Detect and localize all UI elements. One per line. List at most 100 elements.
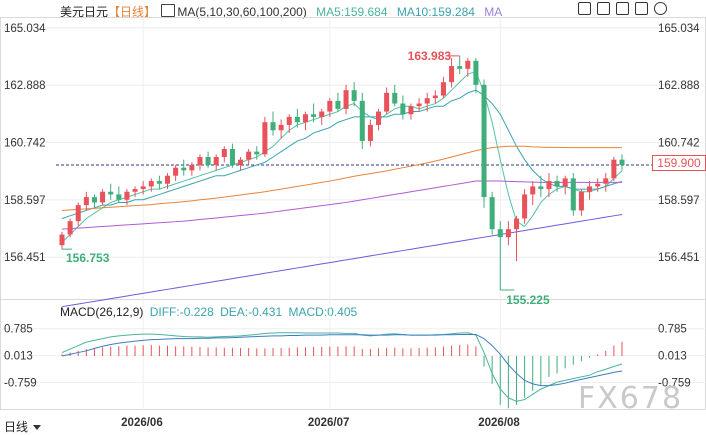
chart-header: 美元日元【日线】 MA(5,10,30,60,100,200) MA5:159.… — [60, 3, 502, 20]
candle-body — [221, 148, 227, 157]
candle-body — [67, 221, 73, 235]
y-tick-label-right: 162.888 — [658, 80, 700, 92]
candle-body — [189, 165, 195, 171]
axes: 165.034 165.034 162.888 162.888 160.742 160.7… — [4, 23, 700, 429]
ma-params-label[interactable]: MA(5,10,30,60,100,200) — [177, 5, 307, 19]
macd-dea-value: DEA:-0.431 — [220, 305, 283, 319]
macd-params-label[interactable]: MACD(26,12,9) — [60, 305, 144, 319]
candle-body — [335, 100, 341, 109]
candle-body — [530, 186, 536, 195]
annotations: 163.983 155.225 156.753 — [62, 49, 550, 307]
candle-body — [108, 191, 114, 195]
candle-body — [513, 218, 520, 230]
y-tick-label-right: 156.451 — [658, 252, 700, 264]
candle-body — [465, 60, 471, 69]
candle-body — [449, 66, 455, 83]
candle-body — [262, 122, 268, 155]
candle-body — [481, 84, 487, 198]
candle-body — [367, 124, 373, 141]
ma100-line — [61, 213, 623, 308]
y-tick-label-left: 162.888 — [4, 80, 46, 92]
candle-body — [587, 186, 593, 192]
minus-icon[interactable] — [616, 2, 629, 15]
candle-body — [424, 98, 430, 104]
ma5-line — [61, 70, 623, 243]
y-tick-label-left: 156.451 — [4, 252, 46, 264]
settings-icon[interactable] — [654, 2, 667, 15]
timeframe-label[interactable]: 【日线】 — [108, 5, 157, 19]
x-tick-label: 2026/08 — [478, 417, 520, 429]
candle-body — [473, 60, 479, 85]
ma30-line — [61, 145, 622, 211]
ma-more-value: MA — [484, 5, 503, 19]
candle-body — [100, 191, 106, 203]
candle-body — [392, 92, 398, 104]
candle-body — [578, 191, 584, 211]
plus-icon[interactable] — [635, 2, 648, 15]
macd-tick-label-left: -0.759 — [4, 377, 37, 389]
candle-body — [302, 114, 308, 123]
candle-body — [595, 183, 601, 187]
candle-body — [522, 194, 528, 219]
current-price-tag: 159.900 — [652, 155, 706, 171]
candle-body — [359, 100, 365, 141]
candle-body — [497, 229, 503, 238]
candle-body — [546, 181, 552, 190]
ma10-value: MA10:159.284 — [396, 5, 475, 19]
candle-body — [238, 159, 244, 166]
candle-body — [311, 114, 317, 117]
y-tick-label-left: 160.742 — [4, 138, 46, 150]
candle-body — [343, 90, 349, 109]
candle-body — [457, 66, 463, 69]
y-tick-label-left: 165.034 — [4, 23, 46, 35]
macd-diff-line — [61, 332, 623, 402]
candle-body — [294, 116, 300, 123]
candle-body — [570, 178, 576, 211]
candle-body — [148, 181, 154, 187]
y-tick-label-left: 158.597 — [4, 195, 46, 207]
timeframe-button[interactable]: 日线 — [4, 418, 42, 435]
candle-body — [197, 157, 203, 166]
high-annotation: 163.983 — [408, 49, 452, 63]
candle-body — [132, 189, 138, 192]
low-annotation: 155.225 — [506, 293, 550, 307]
symbol-label: 美元日元 — [60, 5, 109, 19]
macd-tick-label-left: 0.785 — [4, 324, 33, 336]
candle-body — [164, 175, 171, 184]
candle-body — [351, 90, 357, 101]
candle-body — [140, 186, 146, 190]
candle-body — [246, 151, 252, 160]
candle-body — [75, 205, 81, 222]
candle-body — [213, 157, 219, 166]
moving-average-lines — [61, 70, 623, 308]
candle-body — [376, 111, 382, 125]
candle-body — [505, 229, 511, 238]
left-low-annotation: 156.753 — [66, 251, 110, 265]
fullscreen-icon[interactable] — [597, 2, 610, 15]
candle-body — [489, 197, 495, 230]
candlesticks — [59, 55, 625, 290]
candle-body — [116, 194, 122, 200]
macd-dea-line — [61, 333, 623, 387]
candle-body — [554, 181, 560, 187]
candle-body — [286, 116, 292, 125]
grid — [0, 17, 706, 410]
watermark: FX678 — [578, 381, 684, 416]
ma10-line — [61, 89, 623, 219]
candle-body — [562, 178, 568, 187]
y-tick-label-right: 160.742 — [658, 138, 700, 150]
candle-body — [327, 100, 333, 112]
candle-body — [229, 148, 235, 166]
candle-body — [384, 92, 390, 112]
chart-type-icon[interactable] — [578, 2, 591, 15]
macd-tick-label-right: 0.013 — [658, 351, 687, 363]
candle-body — [181, 167, 187, 171]
candle-body — [440, 82, 446, 96]
candle-body — [432, 95, 438, 99]
candle-body — [124, 191, 130, 200]
chart-type-icon[interactable] — [161, 4, 176, 17]
candle-body — [205, 157, 211, 166]
macd-header: MACD(26,12,9) DIFF:-0.228 DEA:-0.431 MAC… — [60, 305, 357, 319]
candle-body — [611, 159, 617, 179]
